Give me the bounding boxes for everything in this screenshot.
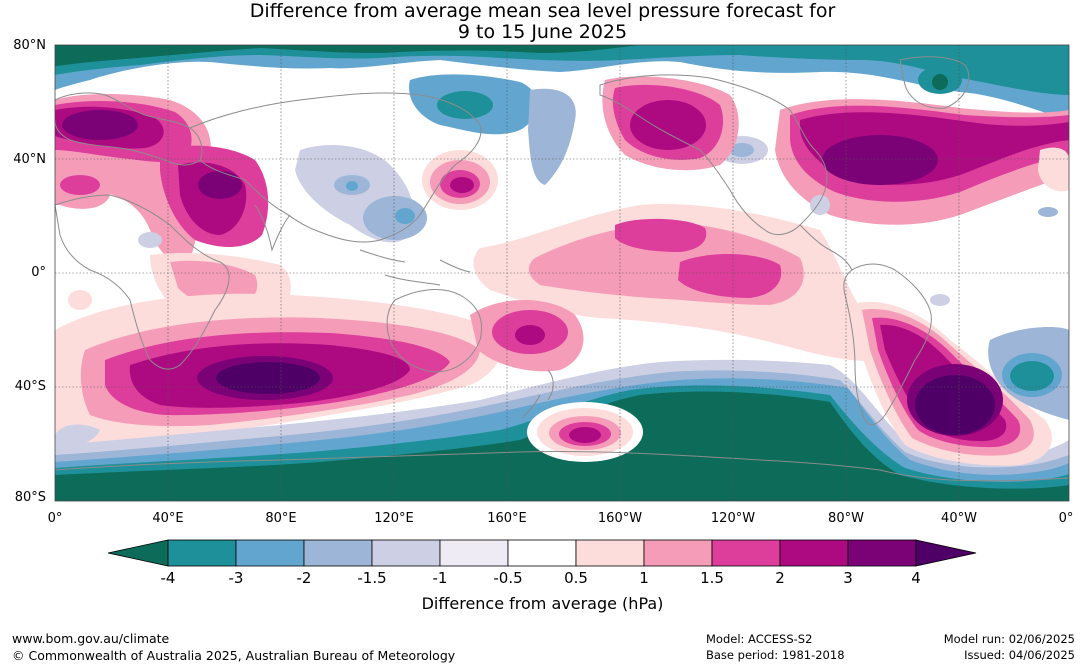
- colorbar-segment: [711, 539, 781, 567]
- lon-label-80w: 80°W: [828, 511, 864, 526]
- colorbar-tick-label: -3: [228, 569, 244, 587]
- lon-label-80e: 80°E: [265, 511, 297, 526]
- colorbar-extend-low: [107, 539, 169, 567]
- lat-label-40n: 40°N: [13, 152, 46, 167]
- lon-label-120w: 120°W: [710, 511, 756, 526]
- colorbar-segment: [303, 539, 373, 567]
- lat-label-equator: 0°: [31, 265, 46, 280]
- footer-model-run: Model run: 02/06/2025: [943, 632, 1075, 646]
- colorbar-segment: [371, 539, 441, 567]
- lon-label-0-right: 0°: [1058, 511, 1074, 526]
- lat-label-40s: 40°S: [14, 379, 46, 394]
- lon-label-160w: 160°W: [597, 511, 643, 526]
- footer-issued: Issued: 04/06/2025: [964, 648, 1075, 662]
- colorbar-segment: [439, 539, 509, 567]
- arctic-low-core: [55, 45, 1069, 95]
- colorbar-tick-label: -1.5: [357, 569, 387, 587]
- footer-copyright: © Commonwealth of Australia 2025, Austra…: [12, 648, 456, 663]
- colorbar-segment: [779, 539, 849, 567]
- colorbar-tick-label: 1: [639, 569, 649, 587]
- footer-model: Model: ACCESS-S2: [706, 632, 813, 646]
- pressure-anomaly-field: [55, 45, 1069, 501]
- lon-label-160e: 160°E: [487, 511, 527, 526]
- colorbar-tick-label: -2: [296, 569, 312, 587]
- footer-base-period: Base period: 1981-2018: [706, 648, 845, 662]
- lon-label-40e: 40°E: [152, 511, 184, 526]
- colorbar-tick-label: -0.5: [493, 569, 523, 587]
- colorbar: [107, 539, 977, 567]
- colorbar-tick-label: 0.5: [564, 569, 588, 587]
- lon-label-40w: 40°W: [941, 511, 977, 526]
- colorbar-tick-label: 4: [911, 569, 921, 587]
- china-low: [363, 196, 427, 240]
- map-frame: [54, 44, 1070, 502]
- arctic-low-band: [55, 45, 1069, 120]
- colorbar-segment: [847, 539, 917, 567]
- colorbar-tick-label: -1: [432, 569, 448, 587]
- footer-website: www.bom.gov.au/climate: [12, 631, 170, 646]
- colorbar-tick-label: 2: [775, 569, 785, 587]
- map-title-line-1: Difference from average mean sea level p…: [249, 0, 836, 22]
- colorbar-title: Difference from average (hPa): [421, 594, 664, 613]
- colorbar-segment: [507, 539, 577, 567]
- map-title-line-2: 9 to 15 June 2025: [457, 21, 628, 43]
- lon-label-0-left: 0°: [47, 511, 63, 526]
- colorbar-extend-high: [915, 539, 977, 567]
- colorbar-tick-label: -4: [160, 569, 176, 587]
- lon-label-120e: 120°E: [374, 511, 414, 526]
- graticule: [55, 45, 1069, 501]
- lat-label-80s: 80°S: [14, 490, 46, 505]
- colorbar-tick-label: 3: [843, 569, 853, 587]
- colorbar-segment: [575, 539, 645, 567]
- lat-label-80n: 80°N: [13, 38, 46, 53]
- colorbar-segment: [235, 539, 305, 567]
- arctic-strong-low: [55, 45, 640, 66]
- colorbar-tick-label: 1.5: [700, 569, 724, 587]
- colorbar-segment: [167, 539, 237, 567]
- colorbar-segment: [643, 539, 713, 567]
- coastlines: [55, 56, 1069, 482]
